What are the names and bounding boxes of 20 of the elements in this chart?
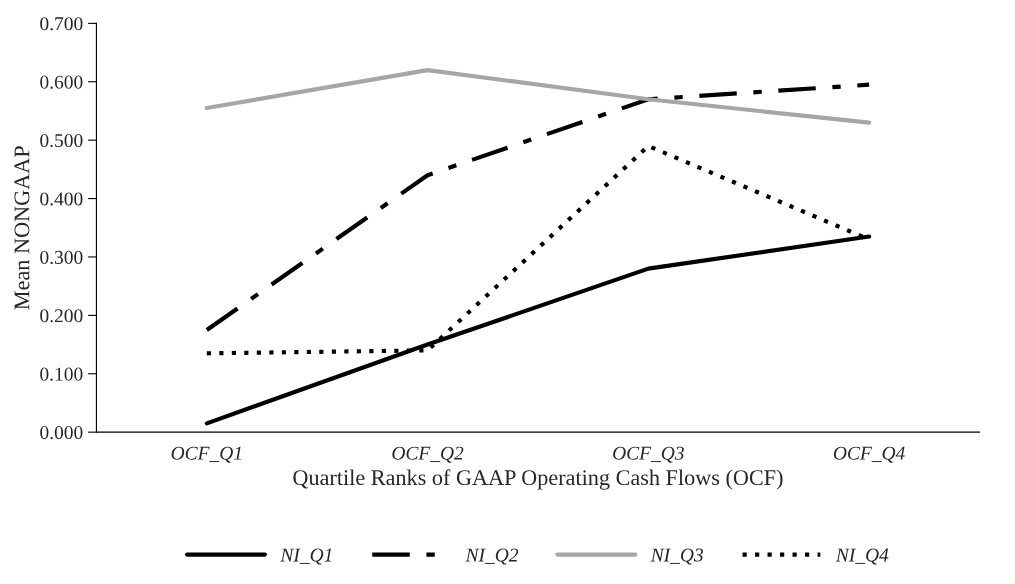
legend-label: NI_Q2	[465, 548, 519, 565]
y-tick-label: 0.100	[40, 367, 83, 381]
y-tick-label: 0.000	[40, 425, 83, 440]
x-tick-label: OCF_Q1	[171, 446, 241, 463]
x-tick-label: OCF_Q3	[613, 446, 684, 463]
legend-label: NI_Q3	[650, 548, 703, 565]
y-tick-label: 0.400	[40, 192, 83, 206]
line-series	[204, 67, 872, 125]
y-tick-label: 0.500	[40, 133, 83, 148]
x-tick-label: OCF_Q2	[392, 446, 464, 463]
y-tick-label: 0.700	[40, 17, 83, 31]
y-tick-label: 0.200	[40, 309, 83, 323]
x-axis-title: Quartile Ranks of GAAP Operating Cash Flows (OCF)	[293, 469, 783, 490]
line-series	[204, 82, 872, 333]
y-axis-title: Mean NONGAAP	[14, 146, 30, 310]
legend-label: NI_Q4	[835, 548, 889, 565]
legend-label: NI_Q1	[280, 548, 332, 565]
x-tick-label: OCF_Q4	[833, 446, 905, 463]
y-tick-label: 0.300	[40, 250, 83, 264]
y-tick-label: 0.600	[40, 75, 83, 89]
